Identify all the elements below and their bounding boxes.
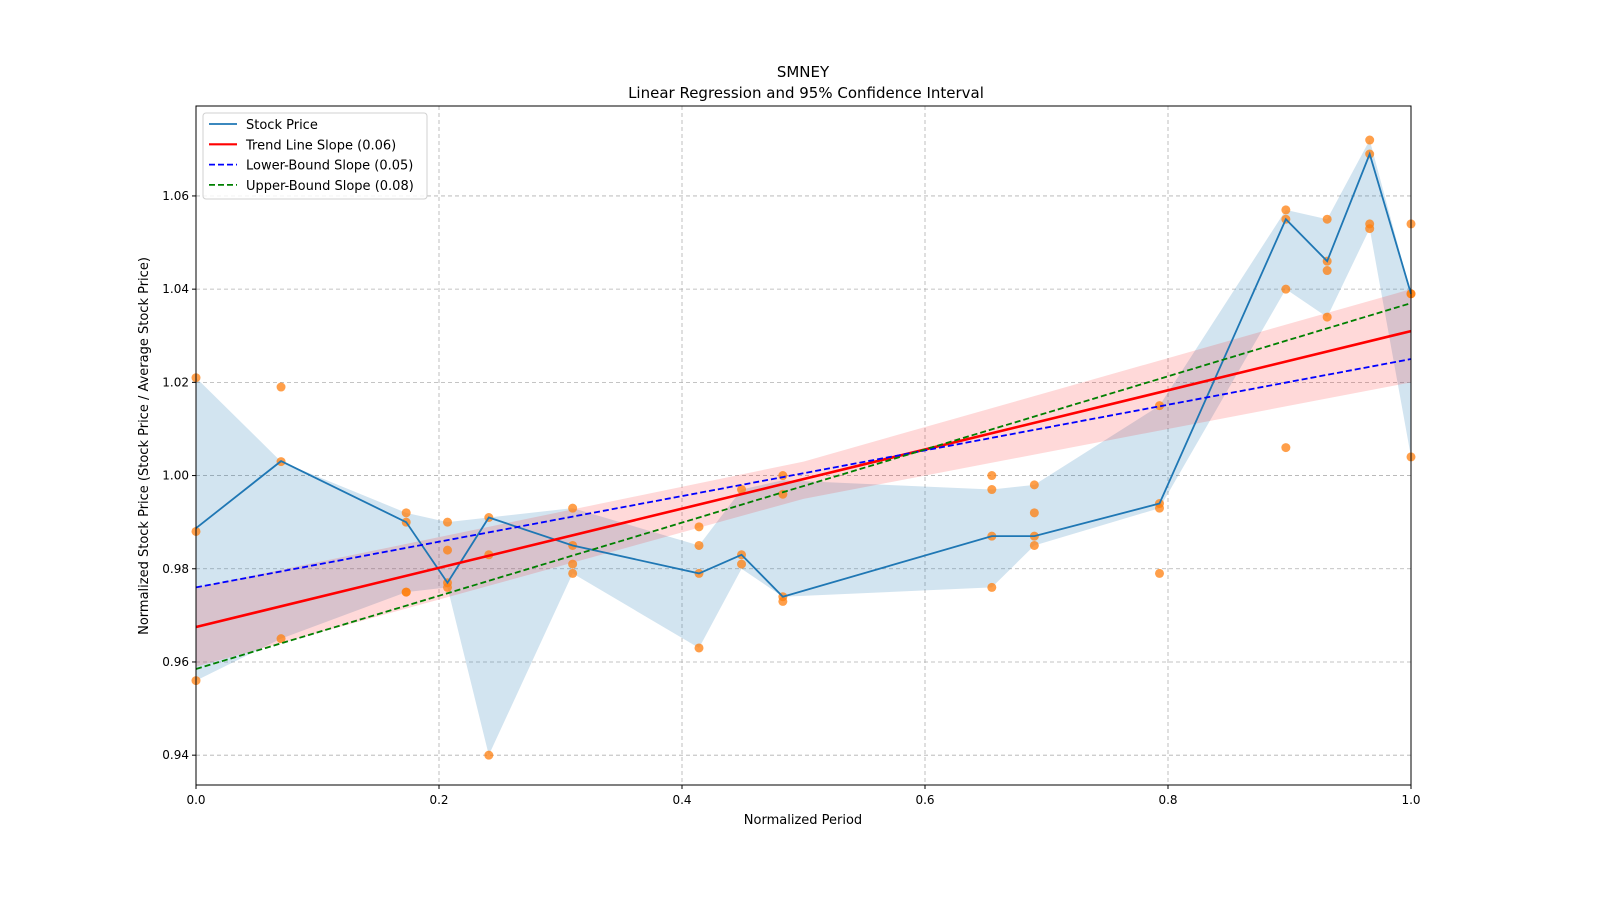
scatter-point (1154, 568, 1164, 578)
y-axis-label: Normalized Stock Price (Stock Price / Av… (137, 257, 152, 635)
scatter-point (568, 559, 578, 569)
x-tick-label: 0.6 (915, 793, 934, 807)
scatter-point (778, 471, 788, 481)
scatter-point (1029, 480, 1039, 490)
scatter-point (1154, 401, 1164, 411)
scatter-point (443, 517, 453, 527)
y-tick-label: 1.04 (162, 282, 189, 296)
scatter-point (1322, 312, 1332, 322)
x-tick-label: 0.2 (429, 793, 448, 807)
scatter-point (1281, 205, 1291, 215)
plot-frame (195, 105, 1412, 786)
y-tick-label: 0.94 (162, 748, 189, 762)
x-tick-label: 0.0 (186, 793, 205, 807)
legend-box (202, 112, 428, 200)
plot-area (191, 106, 1416, 785)
scatter-point (737, 559, 747, 569)
scatter-point (778, 596, 788, 606)
scatter-point (1154, 503, 1164, 513)
scatter-point (987, 471, 997, 481)
scatter-point (443, 582, 453, 592)
scatter-point (1365, 135, 1375, 145)
scatter-point (694, 522, 704, 532)
scatter-point (737, 485, 747, 495)
scatter-point (694, 540, 704, 550)
scatter-point (1029, 508, 1039, 518)
stock-price-line (195, 151, 1412, 598)
y-tick-label: 1.06 (162, 189, 189, 203)
legend: Stock Price Trend Line Slope (0.06) Lower-… (202, 112, 428, 200)
scatter-point (276, 634, 286, 644)
scatter-point (484, 750, 494, 760)
y-tick-label: 0.98 (162, 562, 189, 576)
x-tick-label: 0.4 (672, 793, 691, 807)
legend-label-lower-bound: Lower-Bound Slope (0.05) (246, 159, 413, 174)
chart-subtitle: Linear Regression and 95% Confidence Int… (628, 84, 984, 102)
stock-price-band (196, 140, 1411, 756)
trend-line (195, 329, 1412, 629)
scatter-point (694, 643, 704, 653)
scatter-point (443, 545, 453, 555)
x-tick-label: 1.0 (1401, 793, 1420, 807)
x-tick-label: 0.8 (1158, 793, 1177, 807)
scatter-point (1281, 284, 1291, 294)
chart-title: SMNEY (777, 63, 830, 81)
legend-label-stock-price: Stock Price (246, 118, 318, 133)
upper-bound-line (195, 302, 1412, 670)
scatter-point (1281, 443, 1291, 453)
legend-label-upper-bound: Upper-Bound Slope (0.08) (246, 179, 414, 194)
y-tick-label: 1.02 (162, 375, 189, 389)
scatter-point (987, 485, 997, 495)
lower-bound-line (195, 358, 1412, 589)
legend-label-trend-line: Trend Line Slope (0.06) (245, 138, 396, 153)
scatter-point (401, 508, 411, 518)
scatter-point (1029, 540, 1039, 550)
y-tick-label: 0.96 (162, 655, 189, 669)
scatter-point (1322, 266, 1332, 276)
scatter-point (276, 382, 286, 392)
y-tick-label: 1.00 (162, 469, 189, 483)
x-axis-label: Normalized Period (744, 813, 862, 828)
scatter-point (401, 587, 411, 597)
scatter-point (568, 568, 578, 578)
scatter-point (1365, 224, 1375, 234)
scatter-point (1322, 214, 1332, 224)
scatter-point (987, 582, 997, 592)
scatter-point (568, 503, 578, 513)
